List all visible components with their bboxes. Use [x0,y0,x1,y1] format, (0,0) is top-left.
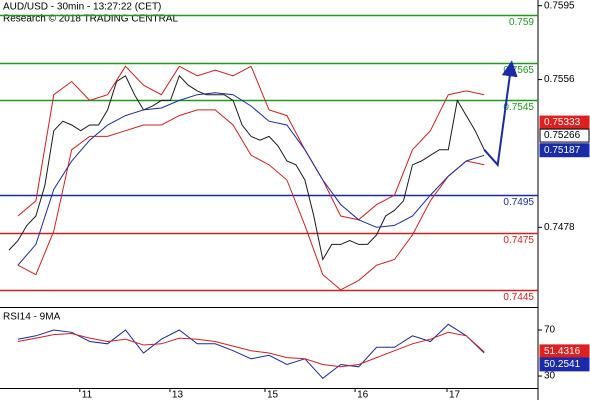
level-label: 0.7475 [503,235,534,246]
x-tick-label: 11 [82,390,93,400]
series-line [17,109,485,291]
y-tick-label: 0.7595 [544,0,575,11]
series-line [17,331,485,368]
level-label: 0.7445 [503,292,534,303]
x-tick-label: 16 [357,390,369,400]
value-tag-box [539,357,590,372]
value-tag: 50.2541 [544,359,581,370]
level-label: 0.759 [509,17,534,28]
series-line [17,92,485,266]
forecast-arrow [483,60,518,168]
x-tick-label: 15 [267,390,279,400]
series-line [17,65,485,221]
value-tag: 0.75333 [544,117,581,128]
value-tag: 0.75266 [544,130,581,141]
y-tick-label: 0.7556 [544,74,575,85]
y-tick-label: 30 [544,371,556,382]
value-tag: 0.75187 [544,145,581,156]
chart-subtitle: Research © 2018 TRADING CENTRAL [3,14,178,25]
value-tag-box [539,128,590,143]
rsi-title: RSI14 - 9MA [3,312,61,323]
x-tick-label: 17 [449,390,461,400]
y-tick-label: 0.7478 [544,222,575,233]
y-tick-label: 70 [544,325,556,336]
level-label: 0.7545 [503,102,534,113]
level-label: 0.7565 [503,65,534,76]
value-tag-box [539,143,590,158]
level-label: 0.7495 [503,197,534,208]
chart-title: AUD/USD - 30min - 13:27:22 (CET) [3,2,161,13]
series-line [8,74,485,261]
x-tick-label: 13 [172,390,184,400]
series-line [17,323,485,379]
value-tag: 51.4316 [544,346,581,357]
